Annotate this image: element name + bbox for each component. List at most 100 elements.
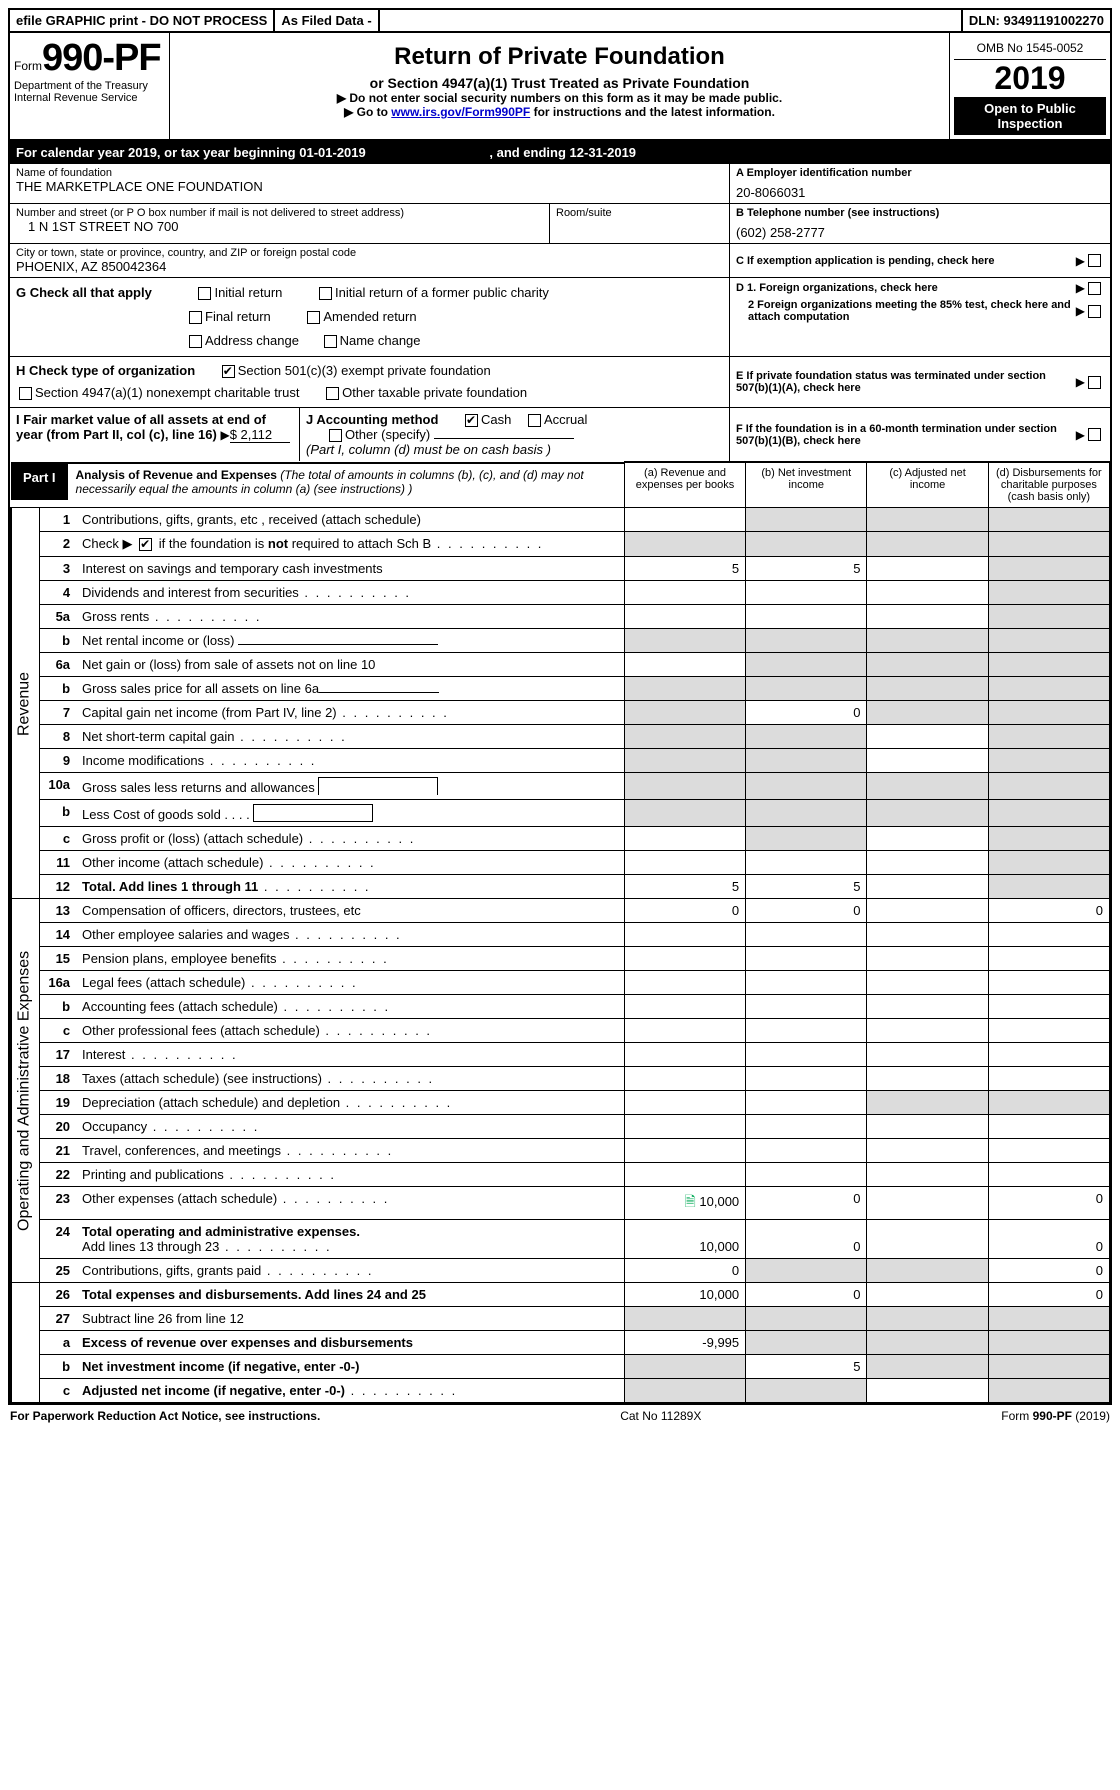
- g-block: G Check all that apply Initial return In…: [10, 278, 730, 356]
- ln: 16a: [40, 971, 76, 995]
- l12a: 5: [624, 875, 745, 899]
- ein-label: A Employer identification number: [736, 167, 1104, 179]
- l26: Total expenses and disbursements. Add li…: [76, 1283, 624, 1307]
- part1-header-row: Part I Analysis of Revenue and Expenses …: [11, 462, 1110, 508]
- l7b: 0: [746, 701, 867, 725]
- h-e-row: H Check type of organization Section 501…: [10, 357, 1110, 408]
- fr-bold: 990-PF: [1033, 1409, 1072, 1423]
- header-right: OMB No 1545-0052 2019 Open to Public Ins…: [950, 33, 1110, 139]
- attach-icon[interactable]: 🗎: [685, 1193, 696, 1209]
- arrow-icon: ▶: [220, 428, 229, 442]
- ln: b: [40, 800, 76, 827]
- expenses-label: Operating and Administrative Expenses: [11, 899, 40, 1283]
- ln: 19: [40, 1091, 76, 1115]
- j-accrual-checkbox[interactable]: [528, 414, 541, 427]
- g-amended-checkbox[interactable]: [307, 311, 320, 324]
- cal-mid: , and ending: [489, 145, 569, 160]
- ln: 15: [40, 947, 76, 971]
- l27c: Adjusted net income (if negative, enter …: [76, 1379, 624, 1403]
- l3: Interest on savings and temporary cash i…: [76, 557, 624, 581]
- l17-t: Interest: [82, 1047, 125, 1062]
- ln: 1: [40, 508, 76, 532]
- l6b-t: Gross sales price for all assets on line…: [82, 681, 319, 696]
- col-a-header: (a) Revenue and expenses per books: [624, 462, 745, 508]
- l24: Total operating and administrative expen…: [76, 1220, 624, 1259]
- l2-checkbox[interactable]: [139, 538, 152, 551]
- l15-t: Pension plans, employee benefits: [82, 951, 276, 966]
- ln: 5a: [40, 605, 76, 629]
- ein-value: 20-8066031: [736, 179, 1104, 200]
- l27a: Excess of revenue over expenses and disb…: [76, 1331, 624, 1355]
- form-number-big: 990-PF: [42, 37, 161, 79]
- dept-label: Department of the Treasury: [14, 80, 165, 92]
- l11-t: Other income (attach schedule): [82, 855, 263, 870]
- ln: 26: [40, 1283, 76, 1307]
- c-block: C If exemption application is pending, c…: [730, 244, 1110, 277]
- part1-title: Analysis of Revenue and Expenses: [76, 468, 277, 482]
- part1-desc: Analysis of Revenue and Expenses (The to…: [68, 464, 624, 500]
- ln: 21: [40, 1139, 76, 1163]
- h-4947-checkbox[interactable]: [19, 387, 32, 400]
- addr-block: Number and street (or P O box number if …: [10, 204, 550, 243]
- l9: Income modifications: [76, 749, 624, 773]
- footer-left: For Paperwork Reduction Act Notice, see …: [10, 1409, 320, 1423]
- h-501c3-checkbox[interactable]: [222, 365, 235, 378]
- phone-block: B Telephone number (see instructions) (6…: [730, 204, 1110, 243]
- l19: Depreciation (attach schedule) and deple…: [76, 1091, 624, 1115]
- g-initial-checkbox[interactable]: [198, 287, 211, 300]
- g-address-checkbox[interactable]: [189, 335, 202, 348]
- l27b-t: Net investment income (if negative, ente…: [82, 1359, 359, 1374]
- part1-table: Part I Analysis of Revenue and Expenses …: [10, 461, 1110, 1403]
- g-d-row: G Check all that apply Initial return In…: [10, 278, 1110, 357]
- l21: Travel, conferences, and meetings: [76, 1139, 624, 1163]
- l27c-t: Adjusted net income (if negative, enter …: [82, 1383, 345, 1398]
- l21-t: Travel, conferences, and meetings: [82, 1143, 281, 1158]
- l26a: 10,000: [624, 1283, 745, 1307]
- d1-checkbox[interactable]: [1088, 282, 1101, 295]
- form-number: Form990-PF: [14, 37, 165, 80]
- i-value: $ 2,112: [230, 427, 290, 443]
- col-b-header: (b) Net investment income: [746, 462, 867, 508]
- phone-label: B Telephone number (see instructions): [736, 207, 1104, 219]
- tax-year: 2019: [954, 60, 1106, 97]
- l3b: 5: [746, 557, 867, 581]
- l24b-t: Add lines 13 through 23: [82, 1239, 219, 1254]
- l6b: Gross sales price for all assets on line…: [76, 677, 624, 701]
- l16a: Legal fees (attach schedule): [76, 971, 624, 995]
- c-checkbox[interactable]: [1088, 254, 1101, 267]
- l24a: 10,000: [624, 1220, 745, 1259]
- as-filed: As Filed Data -: [275, 10, 379, 31]
- l12: Total. Add lines 1 through 11: [76, 875, 624, 899]
- h-other-checkbox[interactable]: [326, 387, 339, 400]
- arrow-icon: ▶: [1076, 281, 1085, 295]
- l22-t: Printing and publications: [82, 1167, 224, 1182]
- g-final-checkbox[interactable]: [189, 311, 202, 324]
- l11: Other income (attach schedule): [76, 851, 624, 875]
- j-other-checkbox[interactable]: [329, 429, 342, 442]
- g-initial-former-checkbox[interactable]: [319, 287, 332, 300]
- j-cash-checkbox[interactable]: [465, 414, 478, 427]
- irs-label: Internal Revenue Service: [14, 92, 165, 104]
- top-bar: efile GRAPHIC print - DO NOT PROCESS As …: [10, 10, 1110, 33]
- f-checkbox[interactable]: [1088, 428, 1101, 441]
- l6b-line: [319, 692, 439, 693]
- g-opt4: Address change: [205, 333, 299, 348]
- l14: Other employee salaries and wages: [76, 923, 624, 947]
- note2-post: for instructions and the latest informat…: [530, 105, 775, 119]
- efile-notice: efile GRAPHIC print - DO NOT PROCESS: [10, 10, 275, 31]
- form-container: efile GRAPHIC print - DO NOT PROCESS As …: [8, 8, 1112, 1405]
- h-opt3: Other taxable private foundation: [342, 385, 527, 400]
- l4: Dividends and interest from securities: [76, 581, 624, 605]
- g-name-checkbox[interactable]: [324, 335, 337, 348]
- foundation-name-block: Name of foundation THE MARKETPLACE ONE F…: [10, 164, 730, 203]
- d2-checkbox[interactable]: [1088, 305, 1101, 318]
- irs-link[interactable]: www.irs.gov/Form990PF: [391, 105, 530, 119]
- l12-t: Total. Add lines 1 through 11: [82, 879, 258, 894]
- ln: b: [40, 629, 76, 653]
- l10b-t: Less Cost of goods sold: [82, 807, 221, 822]
- ln: c: [40, 1379, 76, 1403]
- e-checkbox[interactable]: [1088, 376, 1101, 389]
- arrow-icon: ▶: [1076, 304, 1085, 318]
- l8-t: Net short-term capital gain: [82, 729, 234, 744]
- l13a: 0: [624, 899, 745, 923]
